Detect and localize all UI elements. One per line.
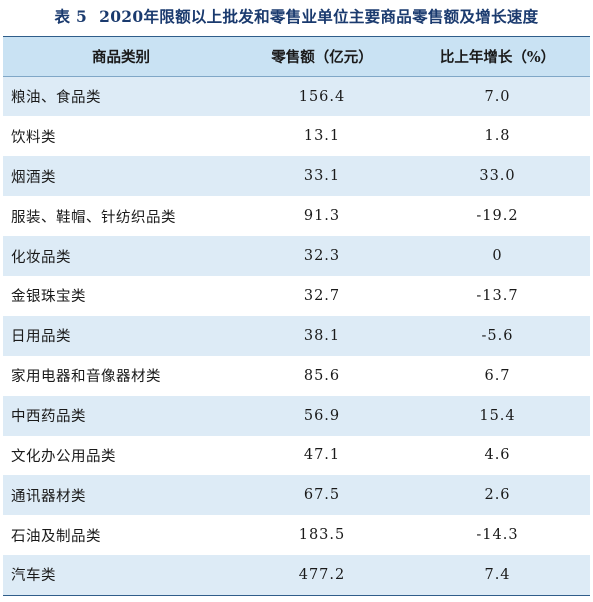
table-row: 服装、鞋帽、针纺织品类 91.3 -19.2 bbox=[3, 196, 590, 236]
row-category: 石油及制品类 bbox=[11, 528, 101, 545]
table-caption: 表 5 2020年限额以上批发和零售业单位主要商品零售额及增长速度 bbox=[0, 0, 593, 34]
row-growth: 7.4 bbox=[405, 555, 590, 596]
table-row: 家用电器和音像器材类 85.6 6.7 bbox=[3, 356, 590, 396]
table-row: 烟酒类 33.1 33.0 bbox=[3, 156, 590, 197]
table-row: 饮料类 13.1 1.8 bbox=[3, 116, 590, 156]
row-retail-sales: 477.2 bbox=[239, 555, 405, 596]
row-category: 饮料类 bbox=[11, 129, 56, 146]
row-retail-sales: 38.1 bbox=[303, 327, 341, 344]
row-retail-sales: 13.1 bbox=[303, 128, 341, 145]
table-row: 通讯器材类 67.5 2.6 bbox=[3, 475, 590, 516]
row-growth: 4.6 bbox=[484, 447, 511, 464]
table-row: 粮油、食品类 156.4 7.0 bbox=[3, 76, 590, 117]
row-category: 粮油、食品类 bbox=[11, 90, 101, 107]
row-category: 中西药品类 bbox=[11, 409, 86, 426]
row-retail-sales: 32.7 bbox=[303, 287, 341, 304]
row-growth: -5.6 bbox=[481, 327, 514, 344]
header-growth: 比上年增长（%） bbox=[405, 36, 590, 77]
row-growth: 2.6 bbox=[484, 487, 511, 504]
row-retail-sales: 85.6 bbox=[303, 367, 341, 384]
row-retail-sales: 32.3 bbox=[303, 248, 341, 264]
row-growth: 7.0 bbox=[484, 88, 511, 105]
row-growth: 1.8 bbox=[484, 128, 511, 145]
row-growth: 33.0 bbox=[479, 168, 516, 185]
row-retail-sales: 156.4 bbox=[298, 88, 346, 105]
row-category: 文化办公用品类 bbox=[11, 448, 116, 465]
table-caption-prefix: 表 5 bbox=[54, 7, 88, 26]
row-category: 金银珠宝类 bbox=[11, 289, 86, 306]
table-row: 文化办公用品类 47.1 4.6 bbox=[3, 436, 590, 476]
row-growth: -13.7 bbox=[476, 287, 519, 304]
row-growth: 0 bbox=[492, 248, 503, 264]
row-retail-sales: 56.9 bbox=[303, 407, 341, 424]
row-category: 日用品类 bbox=[11, 329, 71, 346]
table-row: 汽车类 477.2 7.4 bbox=[3, 555, 590, 596]
row-category: 汽车类 bbox=[3, 555, 239, 596]
row-retail-sales: 47.1 bbox=[303, 447, 341, 464]
row-growth: -19.2 bbox=[476, 208, 519, 225]
table-row: 中西药品类 56.9 15.4 bbox=[3, 395, 590, 436]
table-header-row: 商品类别 零售额（亿元） 比上年增长（%） bbox=[3, 36, 590, 77]
row-category: 家用电器和音像器材类 bbox=[11, 369, 161, 386]
row-growth: -14.3 bbox=[476, 527, 519, 544]
table-body: 粮油、食品类 156.4 7.0 饮料类 13.1 1.8 烟酒类 33.1 3… bbox=[3, 76, 590, 596]
table-caption-text: 2020年限额以上批发和零售业单位主要商品零售额及增长速度 bbox=[99, 7, 539, 26]
row-category: 通讯器材类 bbox=[11, 488, 86, 505]
row-category: 烟酒类 bbox=[11, 169, 56, 186]
row-growth: 15.4 bbox=[479, 407, 516, 424]
row-category: 化妆品类 bbox=[11, 249, 71, 266]
row-retail-sales: 67.5 bbox=[303, 487, 341, 504]
row-category: 服装、鞋帽、针纺织品类 bbox=[11, 209, 176, 226]
row-retail-sales: 183.5 bbox=[298, 527, 346, 544]
retail-sales-table: 商品类别 零售额（亿元） 比上年增长（%） 粮油、食品类 156.4 7.0 饮… bbox=[3, 36, 590, 596]
table-row: 化妆品类 32.3 0 bbox=[3, 236, 590, 276]
row-retail-sales: 91.3 bbox=[303, 208, 341, 225]
row-growth: 6.7 bbox=[484, 367, 511, 384]
header-retail-sales: 零售额（亿元） bbox=[239, 36, 405, 77]
header-category: 商品类别 bbox=[3, 36, 239, 77]
table-row: 石油及制品类 183.5 -14.3 bbox=[3, 515, 590, 555]
table-row: 日用品类 38.1 -5.6 bbox=[3, 315, 590, 356]
row-retail-sales: 33.1 bbox=[303, 168, 341, 185]
table-row: 金银珠宝类 32.7 -13.7 bbox=[3, 276, 590, 316]
